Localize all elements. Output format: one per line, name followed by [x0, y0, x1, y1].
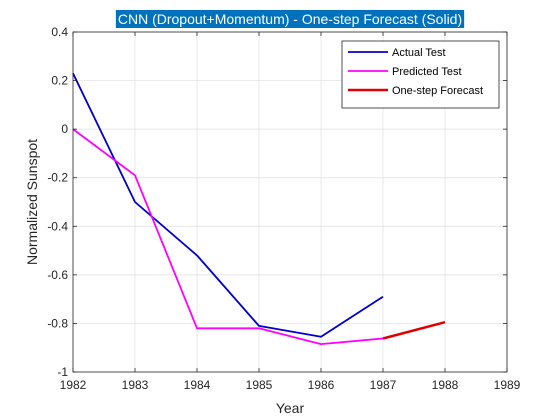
legend-label-0: Actual Test [392, 47, 446, 59]
chart-title: CNN (Dropout+Momentum) - One-step Foreca… [118, 11, 462, 27]
x-tick-label: 1984 [184, 378, 211, 392]
legend-label-2: One-step Forecast [392, 85, 483, 97]
y-tick-label: 0.2 [51, 74, 68, 88]
y-tick-label: -0.8 [47, 316, 68, 330]
y-tick-label: -0.6 [47, 268, 68, 282]
y-tick-label: 0 [61, 122, 68, 136]
x-axis-label: Year [276, 400, 305, 416]
legend: Actual Test Predicted Test One-step Foreca… [341, 40, 500, 109]
x-tick-label: 1987 [370, 378, 397, 392]
y-tick-label: -1 [57, 365, 68, 379]
legend-label-1: Predicted Test [392, 66, 462, 78]
y-axis-label: Normalized Sunspot [24, 139, 40, 265]
series-line-1 [72, 128, 384, 346]
x-tick-label: 1986 [308, 378, 335, 392]
y-tick-label: 0.4 [51, 25, 68, 39]
plot-frame [72, 31, 508, 373]
series-line-2 [382, 320, 446, 340]
ticks-group: 1982 1983 1984 1985 1986 1987 1988 1989 -1 -0.8 -0… [47, 25, 520, 392]
chart-title-background [115, 10, 465, 28]
x-tick-label: 1983 [122, 378, 149, 392]
x-tick-label: 1988 [432, 378, 459, 392]
y-tick-label: -0.4 [47, 219, 68, 233]
x-tick-label: 1982 [60, 378, 87, 392]
series-line-0 [72, 72, 384, 338]
x-tick-label: 1989 [494, 378, 521, 392]
series-group [72, 72, 446, 346]
y-tick-label: -0.2 [47, 171, 68, 185]
x-tick-label: 1985 [246, 378, 273, 392]
